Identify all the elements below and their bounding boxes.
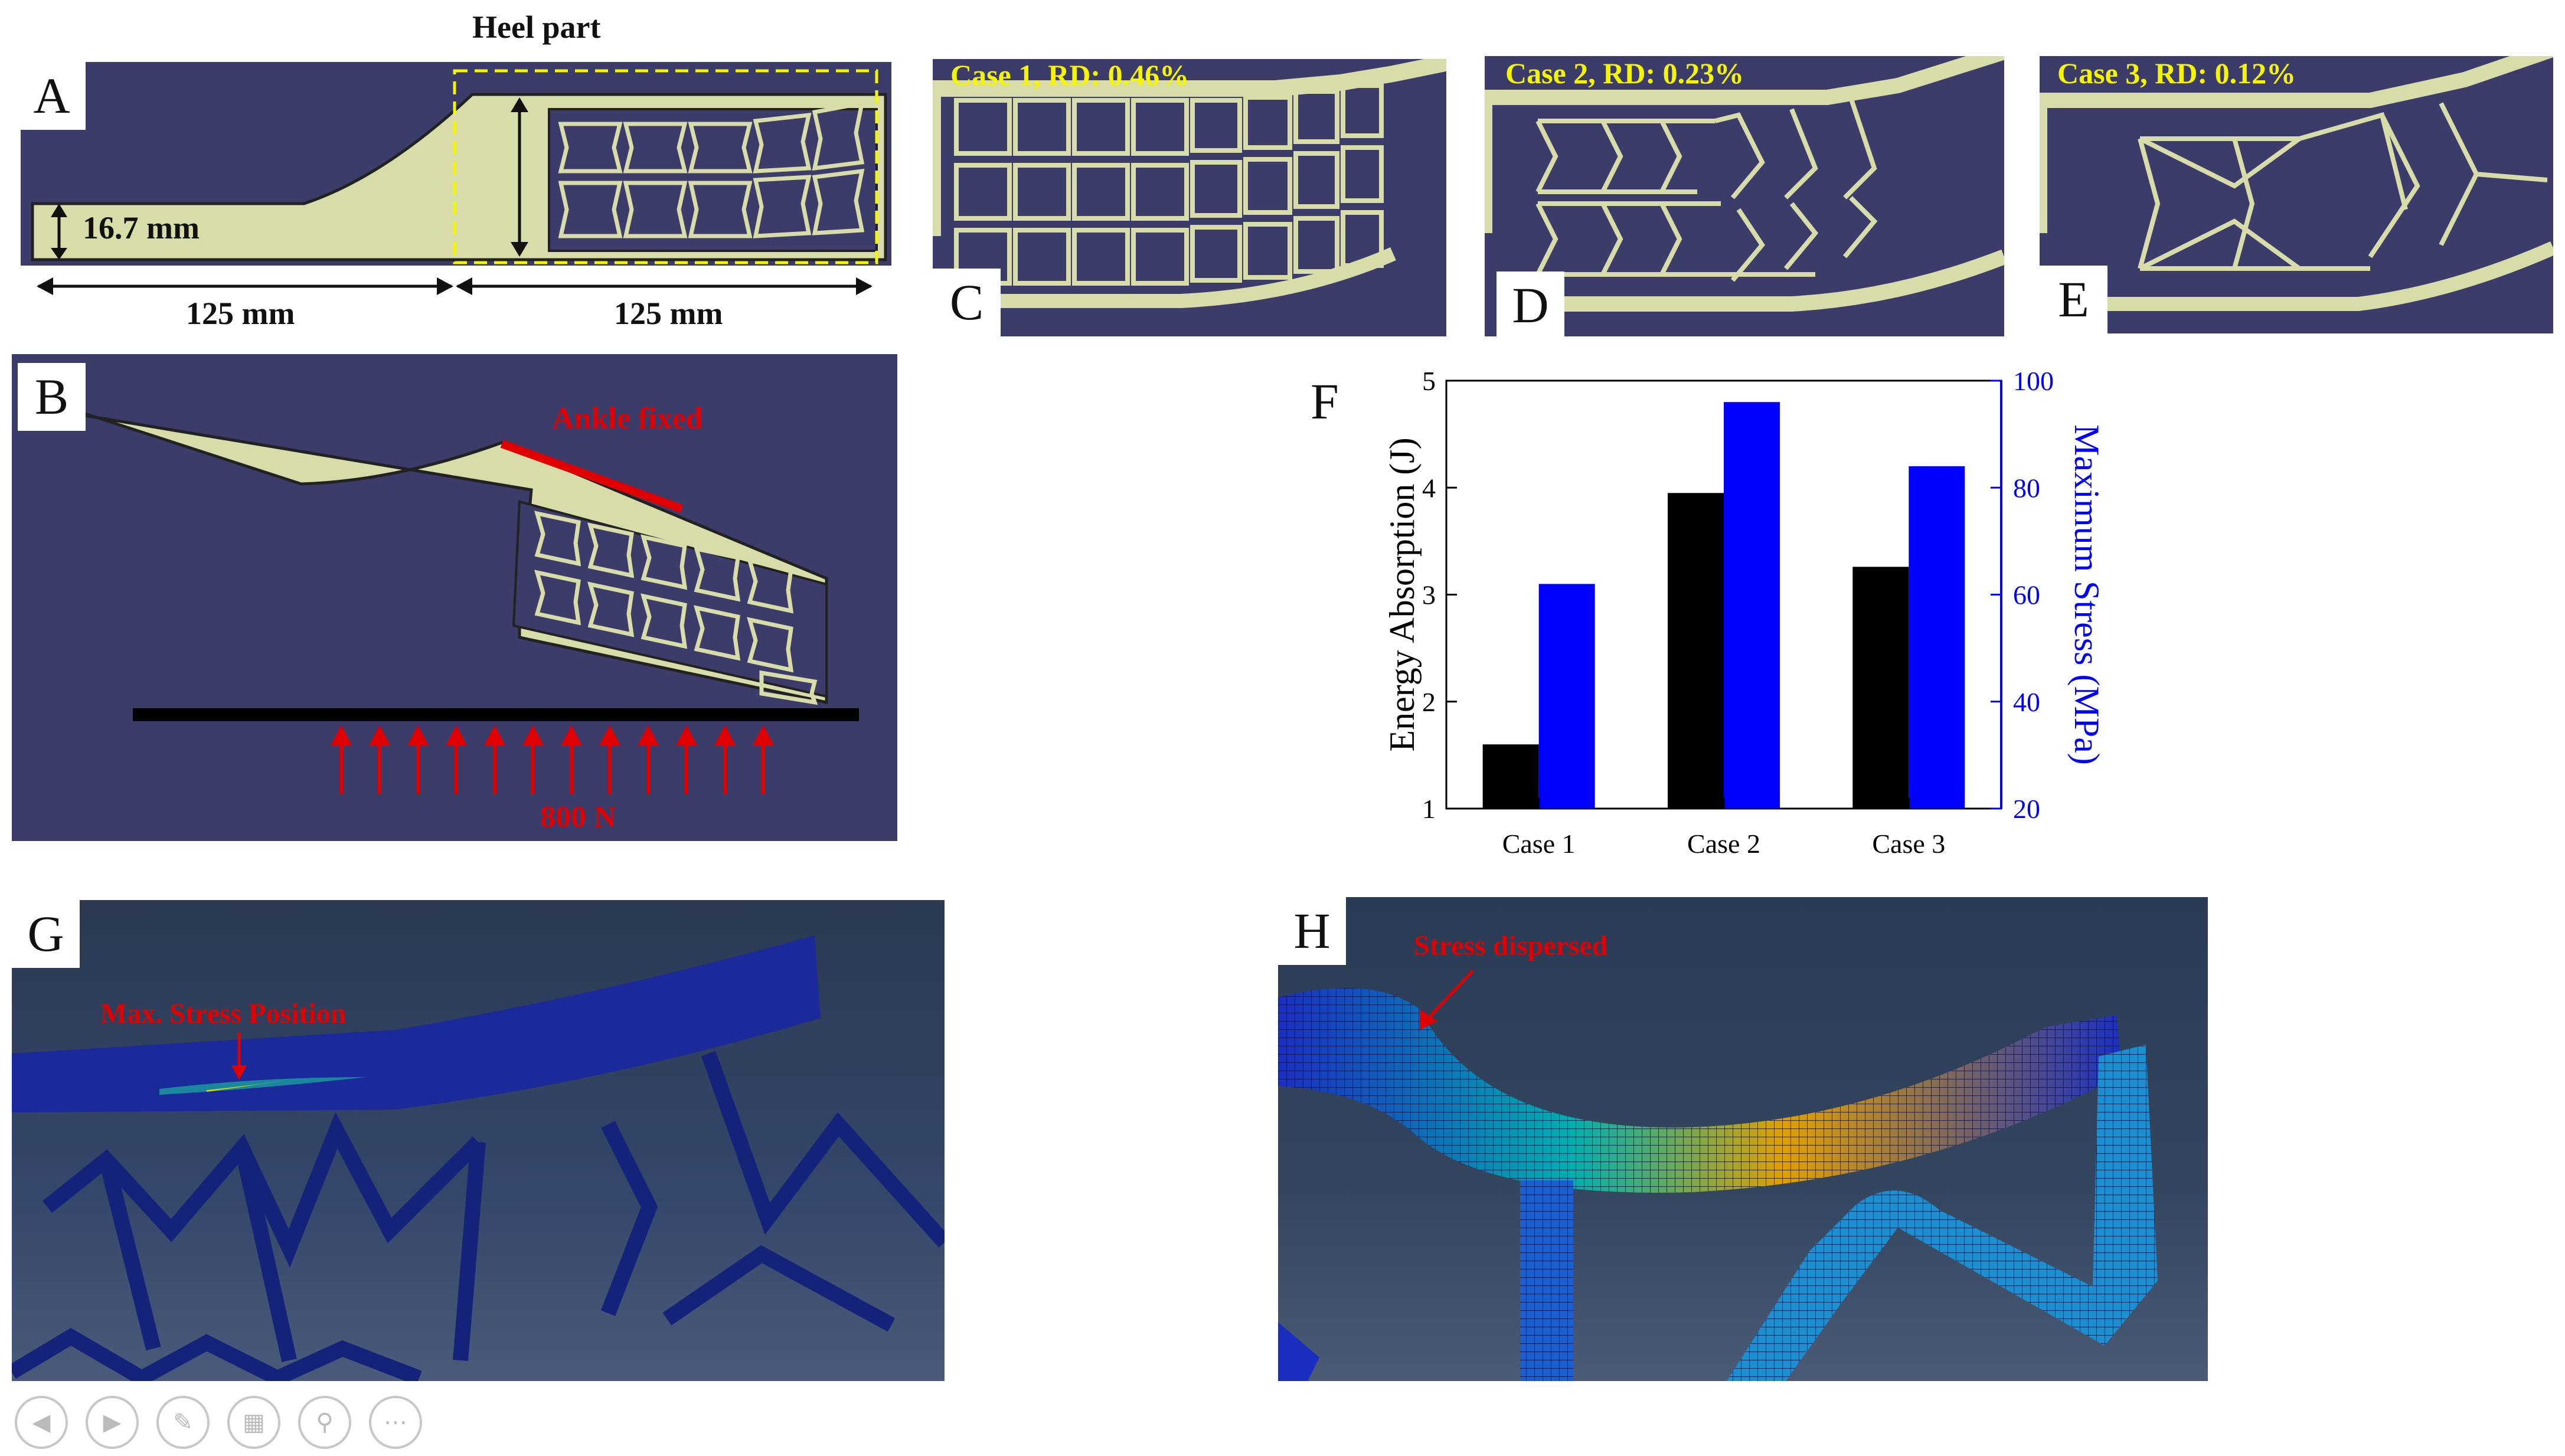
left-tick-label: 5 <box>1422 366 1436 396</box>
prev-icon[interactable]: ◀ <box>15 1396 68 1449</box>
case3-lattice <box>2040 56 2553 311</box>
panel-g: Max. Stress Position G <box>12 900 945 1381</box>
left-tick-label: 2 <box>1422 687 1436 717</box>
panel-letter-c: C <box>933 269 1001 336</box>
bar-stress <box>1724 402 1780 809</box>
panel-letter-f: F <box>1311 373 1339 430</box>
prosthetic-foot-geometry <box>31 69 887 295</box>
right-tick-label: 20 <box>2013 794 2040 824</box>
y-axis-left-title: Energy Absorption (J) <box>1383 437 1422 751</box>
right-tick-label: 40 <box>2013 687 2040 717</box>
x-tick-label: Case 2 <box>1687 829 1760 859</box>
more-icon[interactable]: ⋯ <box>369 1396 422 1449</box>
lattice-cells-b <box>534 511 818 705</box>
left-tick-label: 1 <box>1422 794 1436 824</box>
right-tick-label: 80 <box>2013 473 2040 503</box>
panel-f: 1 2 3 4 5 20 40 60 80 100 Case 1 Case 2 Case 3 Energy… <box>1287 354 2113 885</box>
panel-b: Ankle fixed 800 N B <box>12 354 897 841</box>
panel-letter-a: A <box>18 62 86 130</box>
stress-dispersed-label: Stress dispersed <box>1414 930 1608 961</box>
panel-letter-d: D <box>1496 271 1564 336</box>
next-icon[interactable]: ▶ <box>86 1396 139 1449</box>
right-tick-label: 60 <box>2013 580 2040 610</box>
case1-label: Case 1, RD: 0.46% <box>950 59 1190 91</box>
fea-stress-plot-case3 <box>12 935 945 1381</box>
fea-stress-plot-dispersed <box>1278 988 2158 1381</box>
left-tick-label: 4 <box>1422 473 1436 503</box>
stress-dispersed-arrow <box>1420 970 1474 1030</box>
max-stress-label: Max. Stress Position <box>100 998 347 1029</box>
load-label: 800 N <box>540 800 616 834</box>
panel-letter-h: H <box>1278 897 1346 965</box>
right-tick-label: 100 <box>2013 366 2054 396</box>
panel-letter-b: B <box>18 363 86 431</box>
panel-d: Case 2, RD: 0.23% D <box>1485 56 2004 336</box>
energy-stress-chart: 1 2 3 4 5 20 40 60 80 100 Case 1 Case 2 Case 3 Energy… <box>1383 366 2106 859</box>
panel-h: Stress dispersed H <box>1278 897 2208 1381</box>
panel-c: Case 1, RD: 0.46% C <box>933 59 1446 336</box>
gallery-icon[interactable]: ▦ <box>227 1396 280 1449</box>
ankle-fixed-label: Ankle fixed <box>552 402 703 436</box>
left-tick-label: 3 <box>1422 580 1436 610</box>
x-tick-label: Case 3 <box>1872 829 1945 859</box>
y-axis-right-title: Maximum Stress (MPa) <box>2067 424 2106 765</box>
heel-part-label: Heel part <box>472 9 601 45</box>
x-tick-label: Case 1 <box>1502 829 1576 859</box>
case1-lattice <box>933 59 1446 308</box>
panel-a: Heel part <box>0 0 909 342</box>
lattice-cells-a <box>558 100 865 238</box>
bar-stress <box>1538 584 1595 809</box>
panel-letter-g: G <box>12 900 80 968</box>
case3-label: Case 3, RD: 0.12% <box>2057 57 2296 90</box>
deformed-foot-geometry <box>31 400 859 794</box>
bar-stress <box>1909 466 1965 809</box>
zoom-icon[interactable]: ⚲ <box>298 1396 351 1449</box>
bar-energy <box>1482 744 1539 809</box>
fea-lattice-g <box>12 1051 945 1381</box>
max-stress-arrow <box>231 1033 247 1080</box>
bar-energy <box>1852 567 1909 809</box>
length-left-label: 125 mm <box>186 296 295 331</box>
pen-icon[interactable]: ✎ <box>156 1396 210 1449</box>
length-right-label: 125 mm <box>614 296 723 331</box>
panel-letter-e: E <box>2040 266 2107 333</box>
load-arrows <box>331 725 774 794</box>
case2-label: Case 2, RD: 0.23% <box>1505 57 1744 90</box>
thickness-label: 16.7 mm <box>83 210 200 246</box>
bar-energy <box>1668 493 1724 809</box>
panel-e: Case 3, RD: 0.12% E <box>2040 56 2553 333</box>
case2-lattice <box>1485 56 2004 312</box>
viewer-toolbar: ◀ ▶ ✎ ▦ ⚲ ⋯ <box>15 1396 440 1452</box>
